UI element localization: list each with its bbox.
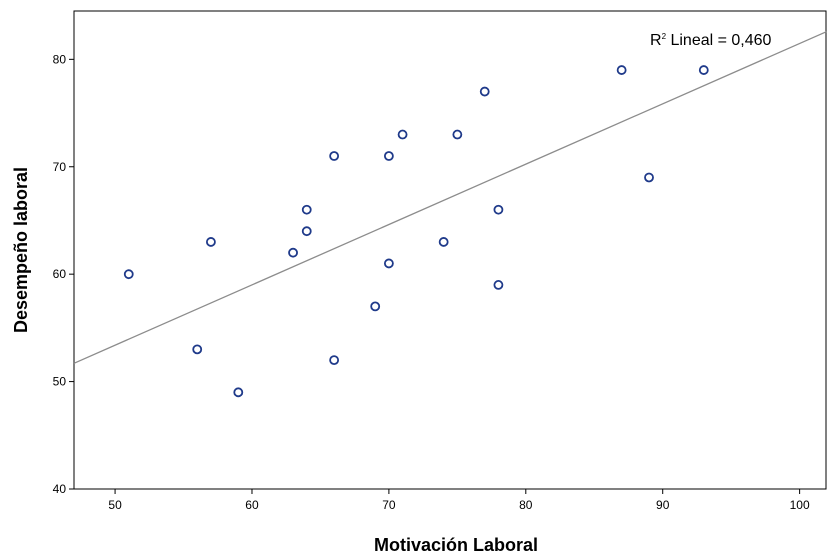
plot-area (73, 10, 827, 490)
data-point (233, 387, 244, 398)
data-point (301, 226, 312, 237)
plot-frame (73, 10, 827, 490)
regression-line (73, 30, 827, 364)
x-tick-label: 90 (656, 498, 670, 512)
y-axis-title: Desempeño laboral (11, 167, 31, 333)
points-layer (123, 65, 709, 398)
x-tick-label: 80 (519, 498, 533, 512)
data-point (479, 86, 490, 97)
x-tick-label: 70 (382, 498, 396, 512)
x-axis-ticks: 50 60 70 80 90 100 (108, 489, 810, 512)
data-point (493, 280, 504, 290)
data-point (397, 129, 408, 140)
r-squared-r: R (650, 32, 662, 49)
data-point (452, 129, 463, 140)
y-axis-ticks: 40 50 60 70 80 (53, 52, 74, 496)
data-point (493, 204, 504, 215)
r-squared-value: Lineal = 0,460 (666, 32, 772, 49)
data-point (383, 151, 394, 161)
y-tick-label: 50 (53, 375, 67, 389)
x-axis-title: Motivación Laboral (374, 535, 538, 554)
data-point (383, 258, 394, 269)
y-tick-label: 60 (53, 267, 67, 281)
x-tick-label: 100 (790, 498, 810, 512)
r-squared-superscript: 2 (662, 32, 667, 41)
fit-line-layer (73, 30, 827, 364)
data-point (329, 355, 340, 366)
y-tick-label: 40 (53, 482, 67, 496)
y-tick-label: 80 (53, 52, 67, 66)
x-tick-label: 60 (245, 498, 259, 512)
data-point (438, 237, 449, 247)
data-point (616, 65, 627, 75)
data-point (192, 344, 203, 355)
data-point (644, 172, 654, 183)
data-point (329, 151, 340, 161)
y-tick-label: 70 (53, 160, 67, 174)
data-point (698, 65, 709, 75)
data-point (370, 301, 381, 312)
data-point (123, 269, 134, 280)
r-squared-annotation: R2 Lineal = 0,460 (650, 32, 772, 49)
data-point (301, 204, 312, 215)
data-point (206, 237, 216, 247)
data-point (288, 247, 298, 258)
x-tick-label: 50 (108, 498, 122, 512)
